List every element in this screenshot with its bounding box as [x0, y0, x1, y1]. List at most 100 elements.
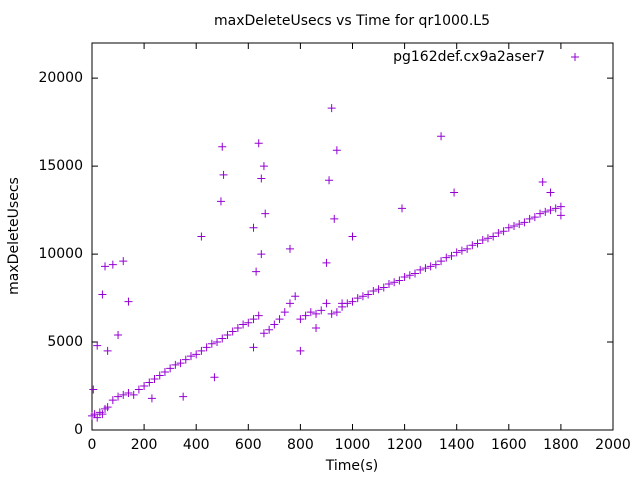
point [257, 174, 266, 183]
x-tick-label: 2000 [595, 437, 631, 453]
point [306, 308, 315, 317]
point [536, 209, 545, 218]
point [93, 413, 102, 422]
point [140, 382, 149, 391]
point [291, 292, 300, 301]
point [197, 346, 206, 355]
point [155, 371, 164, 380]
point [285, 244, 294, 253]
y-tick-label: 5000 [47, 334, 83, 350]
point [426, 262, 435, 271]
x-tick-label: 1600 [491, 437, 527, 453]
point [520, 218, 529, 227]
point [270, 320, 279, 329]
point [176, 359, 185, 368]
point [384, 279, 393, 288]
point [400, 272, 409, 281]
point [538, 177, 547, 186]
point [494, 228, 503, 237]
point [114, 392, 123, 401]
point [98, 410, 107, 419]
point [369, 287, 378, 296]
point [358, 292, 367, 301]
point [296, 315, 305, 324]
point [499, 227, 508, 236]
point [437, 132, 446, 141]
x-tick-label: 1400 [439, 437, 475, 453]
point [338, 299, 347, 308]
point [166, 364, 175, 373]
point [301, 311, 310, 320]
point [379, 283, 388, 292]
point [233, 323, 242, 332]
point [218, 142, 227, 151]
point [179, 392, 188, 401]
point [450, 188, 459, 197]
point [150, 374, 159, 383]
point [390, 278, 399, 287]
point [108, 260, 117, 269]
point [317, 306, 326, 315]
y-tick-label: 10000 [38, 246, 83, 262]
point [515, 220, 524, 229]
point [325, 176, 334, 185]
point [254, 139, 263, 148]
point [510, 221, 519, 230]
point [468, 241, 477, 250]
point [395, 276, 404, 285]
point [541, 207, 550, 216]
point [489, 232, 498, 241]
point [525, 214, 534, 223]
point [93, 341, 102, 350]
point [103, 403, 112, 412]
point [405, 271, 414, 280]
point [353, 294, 362, 303]
point [330, 214, 339, 223]
point [265, 325, 274, 334]
x-tick-label: 800 [287, 437, 314, 453]
point [261, 209, 270, 218]
x-axis-label: Time(s) [325, 458, 378, 474]
point [181, 355, 190, 364]
chart-title: maxDeleteUsecs vs Time for qr1000.L5 [214, 13, 490, 29]
point [257, 250, 266, 259]
point [101, 262, 110, 271]
point [463, 244, 472, 253]
y-tick-label: 0 [74, 422, 83, 438]
point [249, 223, 258, 232]
point [478, 236, 487, 245]
point [556, 211, 565, 220]
point [192, 350, 201, 359]
point [285, 299, 294, 308]
point [239, 320, 248, 329]
point [322, 299, 331, 308]
point [442, 253, 451, 262]
point [447, 251, 456, 260]
x-tick-label: 0 [88, 437, 97, 453]
point [124, 389, 133, 398]
point [228, 327, 237, 336]
point [244, 318, 253, 327]
point [89, 385, 98, 394]
point [437, 257, 446, 266]
point [147, 394, 156, 403]
point [296, 346, 305, 355]
point [332, 308, 341, 317]
point [322, 258, 331, 267]
point [275, 315, 284, 324]
point [551, 204, 560, 213]
point [416, 265, 425, 274]
point [254, 311, 263, 320]
point [160, 367, 169, 376]
y-tick-label: 20000 [38, 70, 83, 86]
point [452, 248, 461, 257]
x-tick-label: 1000 [335, 437, 371, 453]
y-tick-label: 15000 [38, 158, 83, 174]
point [504, 223, 513, 232]
point [374, 285, 383, 294]
x-tick-label: 200 [131, 437, 158, 453]
point [397, 204, 406, 213]
point [348, 232, 357, 241]
point [249, 315, 258, 324]
point [312, 309, 321, 318]
